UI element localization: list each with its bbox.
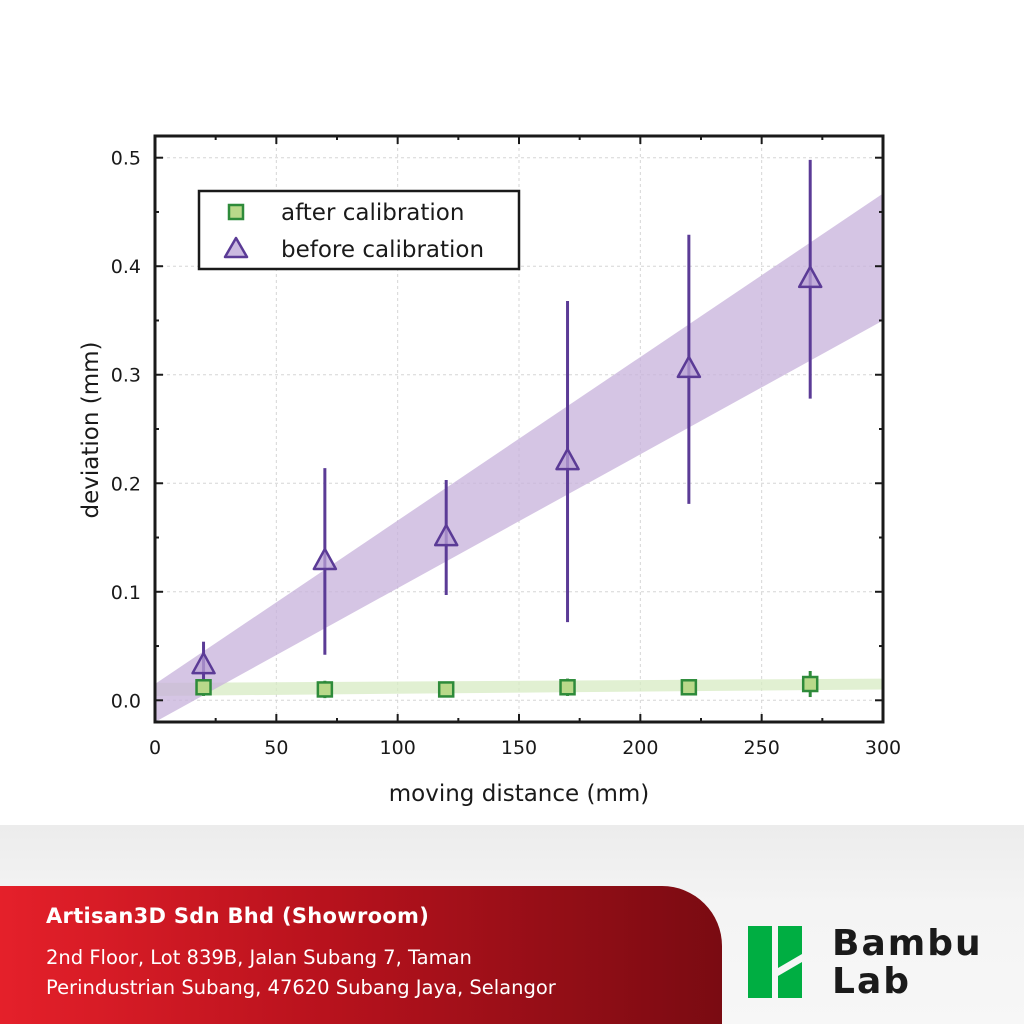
chart-area: 0 50 100 150 200 250 300 0.0 0.1 0.2 0.3 0.4 0.5 mov… xyxy=(78,134,902,807)
brand-word-bambu: Bambu xyxy=(832,923,983,964)
tick-labels: 0 50 100 150 200 250 300 0.0 0.1 0.2 0.3 0.4 0.5 xyxy=(111,148,901,759)
x-tick-label: 50 xyxy=(264,737,288,759)
x-tick-label: 250 xyxy=(744,737,780,759)
fit-band-before xyxy=(155,193,883,722)
data-point-after-calibration xyxy=(195,679,212,696)
x-tick-label: 200 xyxy=(622,737,658,759)
data-point-after-calibration xyxy=(559,679,576,696)
y-tick-label: 0.3 xyxy=(111,365,141,387)
data-point-after-calibration xyxy=(437,681,455,698)
x-tick-label: 300 xyxy=(865,737,901,759)
fit-bands xyxy=(155,193,883,722)
data-point-before-calibration xyxy=(191,651,216,675)
x-tick-label: 150 xyxy=(501,737,537,759)
legend-box xyxy=(197,189,521,271)
address-line-2: Perindustrian Subang, 47620 Subang Jaya,… xyxy=(46,976,556,999)
bambu-lab-logo: Bambu Lab xyxy=(746,924,1000,1000)
address-line-1: 2nd Floor, Lot 839B, Jalan Subang 7, Tam… xyxy=(46,946,472,969)
y-axis-label: deviation (mm) xyxy=(78,342,104,519)
y-tick-label: 0.1 xyxy=(111,582,141,604)
x-tick-label: 0 xyxy=(149,737,161,759)
fit-band-after xyxy=(155,678,883,696)
bambu-lab-mark-icon xyxy=(748,926,802,998)
x-tick-label: 100 xyxy=(380,737,416,759)
legend: after calibration before calibration xyxy=(197,189,521,271)
company-name: Artisan3D Sdn Bhd (Showroom) xyxy=(46,904,430,928)
data-markers xyxy=(191,265,823,698)
data-point-before-calibration xyxy=(433,523,459,547)
x-axis-label: moving distance (mm) xyxy=(389,781,650,807)
legend-marker-before-calibration xyxy=(223,236,249,259)
y-tick-label: 0.4 xyxy=(111,256,141,278)
legend-marker-after-calibration xyxy=(227,203,245,221)
data-point-before-calibration xyxy=(676,355,702,379)
y-tick-label: 0.2 xyxy=(111,473,141,495)
ticks xyxy=(154,136,884,722)
data-point-after-calibration xyxy=(316,681,334,698)
legend-label: before calibration xyxy=(281,237,484,263)
company-info-panel: Artisan3D Sdn Bhd (Showroom) 2nd Floor, … xyxy=(0,886,722,1024)
legend-label: after calibration xyxy=(281,200,464,226)
data-point-after-calibration xyxy=(680,679,698,696)
data-point-before-calibration xyxy=(797,265,823,289)
data-point-before-calibration xyxy=(312,547,338,571)
data-point-before-calibration xyxy=(555,447,580,471)
chart-svg: 0 50 100 150 200 250 300 0.0 0.1 0.2 0.3 0.4 0.5 mov… xyxy=(78,134,901,807)
y-tick-label: 0.5 xyxy=(111,148,141,170)
data-point-after-calibration xyxy=(801,675,819,693)
y-tick-label: 0.0 xyxy=(111,690,141,712)
brand-word-lab: Lab xyxy=(832,961,912,1002)
